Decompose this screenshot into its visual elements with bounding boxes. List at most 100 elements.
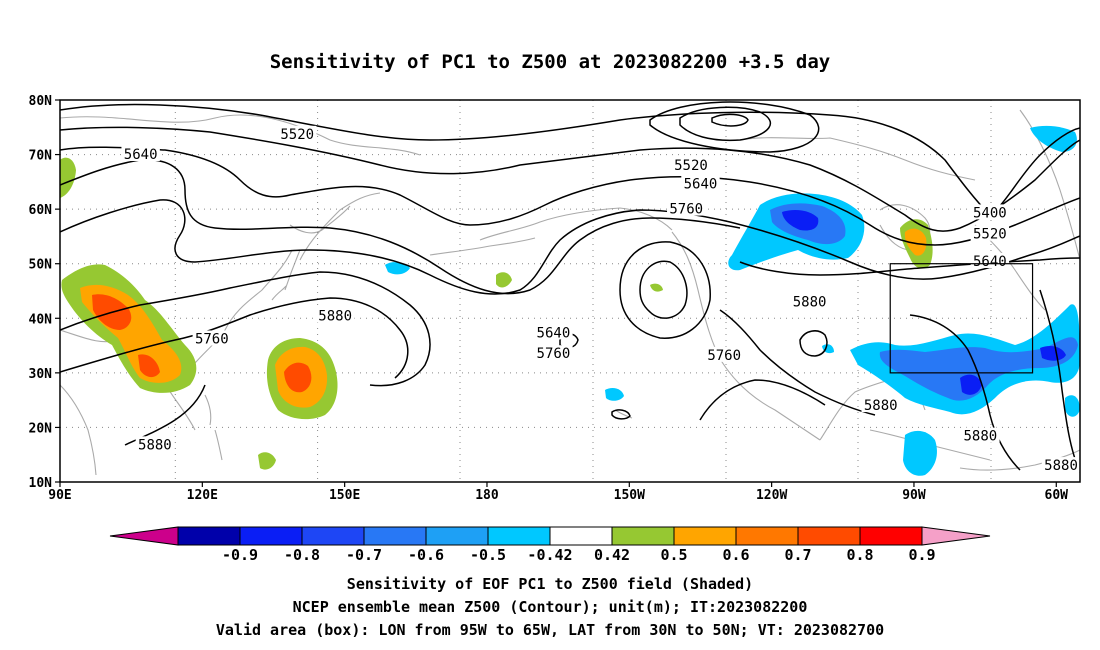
contour-label: 5760 <box>195 331 229 347</box>
contour-label: 5760 <box>669 202 703 218</box>
contour-label-bg <box>704 346 744 362</box>
map-frame <box>59 99 1081 483</box>
colorbar-tick-label: -0.9 <box>222 546 258 564</box>
negative-shade-small3 <box>1065 395 1080 417</box>
lat-tick-label: 40N <box>29 312 53 327</box>
lat-tick-label: 50N <box>29 258 53 273</box>
contour-label-bg <box>861 397 900 413</box>
valid-area-box <box>889 263 1034 374</box>
colorbar-swatch <box>859 526 923 546</box>
contour-label-bg <box>961 427 1000 443</box>
contour-label: 5880 <box>1044 458 1078 474</box>
negative-shade-hudson-core <box>782 210 819 231</box>
contour-5880-atlantic <box>909 314 1021 471</box>
lat-tick-label: 10N <box>29 476 53 491</box>
coastline-sea-of-okhotsk <box>289 205 351 234</box>
contour-label-bg <box>970 204 1010 220</box>
contour-label-bg <box>681 175 720 191</box>
colorbar-tick-label: 0.6 <box>722 546 749 564</box>
lat-tick-label: 70N <box>29 149 53 164</box>
contour-label-bg <box>790 293 829 309</box>
colorbar-tick-label: 0.8 <box>846 546 873 564</box>
contour-label: 5760 <box>537 346 571 362</box>
contour-label: 5520 <box>280 127 314 143</box>
caption-contour: NCEP ensemble mean Z500 (Contour); unit(… <box>293 598 808 616</box>
negative-shade-small2 <box>605 388 624 401</box>
contour-label: 5640 <box>537 325 571 341</box>
map-background <box>60 100 1080 482</box>
contour-label-bg <box>667 200 706 216</box>
contour-5880-closed-gulf <box>799 330 828 357</box>
lat-tick-label: 20N <box>29 421 53 436</box>
contour-label: 5880 <box>793 294 827 310</box>
contour-5880-closed-hawaii <box>611 409 631 420</box>
coastline-japan <box>271 249 301 301</box>
positive-shade-orange-newfoundland <box>904 228 927 256</box>
lon-tick-label: 180 <box>475 488 499 503</box>
colorbar-tick-label: 0.42 <box>594 546 630 564</box>
colorbar-high-extension <box>921 526 991 546</box>
contour-5400-polar-mid <box>649 101 820 153</box>
colorbar-tick-label: 0.9 <box>908 546 935 564</box>
contour-5760-mid <box>60 199 1080 295</box>
colorbar: -0.9 -0.8 -0.7 -0.6 -0.5 -0.42 0.42 0.5 0.6 0.7 0.… <box>109 526 991 564</box>
coastline-india <box>60 384 97 476</box>
contour-label-bg <box>534 345 573 361</box>
lon-tick-label: 90E <box>48 488 71 503</box>
contour-label: 5520 <box>674 158 708 174</box>
colorbar-swatch <box>363 526 427 546</box>
contour-5640-north <box>60 146 1080 246</box>
colorbar-swatch <box>301 526 365 546</box>
contour-label-bg <box>534 324 573 340</box>
positive-shade-green-small2 <box>60 157 76 198</box>
contour-label-bg <box>970 225 1010 241</box>
colorbar-tick-label: -0.7 <box>346 546 382 564</box>
lon-tick-label: 60W <box>1045 488 1069 503</box>
contour-5400-polar <box>679 106 772 142</box>
contour-5520-siberia <box>60 126 1080 232</box>
positive-shade-red-pacific <box>284 362 312 393</box>
lat-tick-label: 80N <box>29 94 53 109</box>
contour-label: 5880 <box>138 437 172 453</box>
contour-label: 5880 <box>864 398 898 414</box>
contour-label: 5640 <box>973 254 1007 270</box>
latitude-axis: 80N 70N 60N 50N 40N 30N 20N 10N <box>29 94 60 491</box>
negative-shade-greenland <box>1030 125 1077 152</box>
positive-sensitivity-shading <box>60 157 933 470</box>
lon-tick-label: 90W <box>902 488 926 503</box>
lat-tick-label: 60N <box>29 203 53 218</box>
positive-shade-green-small1 <box>258 452 276 470</box>
coastline-south-america <box>959 449 1080 471</box>
caption-shading: Sensitivity of EOF PC1 to Z500 field (Sh… <box>347 575 753 593</box>
contour-5880-east <box>60 297 409 379</box>
lat-tick-label: 30N <box>29 367 53 382</box>
colorbar-swatch <box>611 526 675 546</box>
coastline-siberia-arctic <box>60 114 421 156</box>
negative-shade-small1 <box>385 262 410 275</box>
lon-tick-label: 120E <box>187 488 218 503</box>
colorbar-low-extension <box>109 526 179 546</box>
contour-5880-west <box>60 271 431 387</box>
negative-sensitivity-shading <box>385 125 1080 476</box>
lon-tick-label: 150E <box>329 488 360 503</box>
colorbar-swatch <box>425 526 489 546</box>
map-plot-area: 5520 5640 5520 5640 5760 5400 5520 5640 5880 5880… <box>60 100 1080 482</box>
colorbar-tick-label: -0.6 <box>408 546 444 564</box>
contour-label: 5640 <box>684 176 718 192</box>
contour-label: 5520 <box>973 227 1007 243</box>
contour-label-bg <box>315 307 355 323</box>
contour-5760-lowpac-outer <box>619 241 711 339</box>
figure-title: Sensitivity of PC1 to Z500 at 2023082200… <box>270 51 831 73</box>
colorbar-swatch <box>797 526 861 546</box>
contour-label: 5880 <box>964 429 998 445</box>
lon-tick-label: 150W <box>614 488 645 503</box>
lon-tick-label: 120W <box>756 488 787 503</box>
contour-label-bg <box>1041 457 1080 473</box>
negative-shade-atlantic-mid <box>879 337 1078 401</box>
colorbar-swatch <box>673 526 737 546</box>
coastline-north-america-west <box>671 231 821 441</box>
coastline-kamchatka <box>299 192 381 261</box>
contour-label-bg <box>192 330 232 346</box>
coastline-aleutians <box>429 237 536 256</box>
